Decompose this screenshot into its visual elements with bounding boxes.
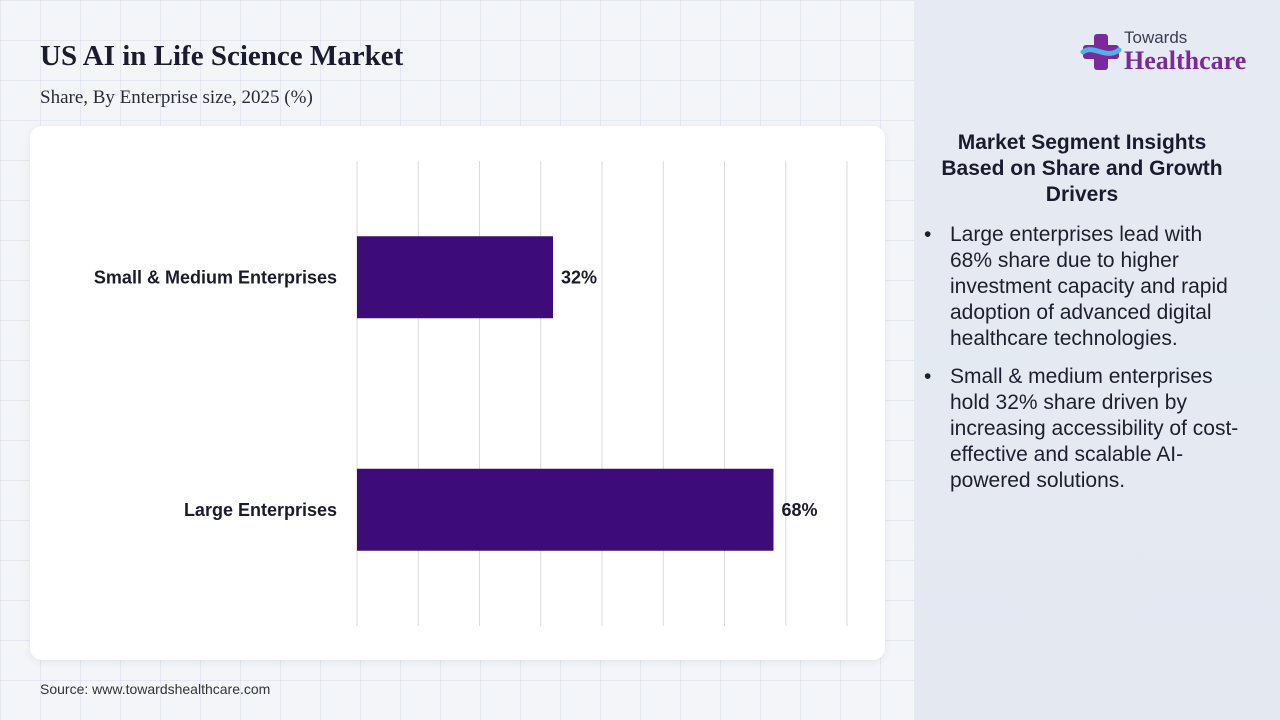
- insights-list: • Large enterprises lead with 68% share …: [924, 222, 1244, 506]
- logo-text-healthcare: Healthcare: [1124, 46, 1247, 75]
- category-label: Small & Medium Enterprises: [94, 267, 337, 287]
- chart-card: Small & Medium Enterprises 32% Large Enter…: [30, 126, 885, 660]
- bullet-icon: •: [924, 223, 932, 246]
- bar-chart: Small & Medium Enterprises 32% Large Enter…: [94, 161, 848, 626]
- data-label: 68%: [782, 500, 818, 520]
- bar: [357, 236, 553, 319]
- cross-logo-icon: [1080, 34, 1122, 70]
- insights-panel-background: [914, 0, 1280, 720]
- towards-healthcare-logo: Towards Healthcare: [1080, 28, 1260, 78]
- insight-item: • Large enterprises lead with 68% share …: [924, 222, 1244, 352]
- insight-text: Large enterprises lead with 68% share du…: [950, 223, 1228, 350]
- category-label: Large Enterprises: [184, 500, 337, 520]
- bar: [357, 468, 774, 551]
- insight-item: • Small & medium enterprises hold 32% sh…: [924, 364, 1244, 494]
- page-subtitle: Share, By Enterprise size, 2025 (%): [40, 87, 313, 108]
- insight-text: Small & medium enterprises hold 32% shar…: [950, 365, 1239, 492]
- page-title: US AI in Life Science Market: [40, 40, 404, 72]
- insights-title: Market Segment Insights Based on Share a…: [941, 131, 1223, 206]
- data-label: 32%: [561, 267, 597, 287]
- logo-text-towards: Towards: [1124, 28, 1188, 47]
- bullet-icon: •: [924, 365, 932, 388]
- source-note: Source: www.towardshealthcare.com: [40, 681, 271, 697]
